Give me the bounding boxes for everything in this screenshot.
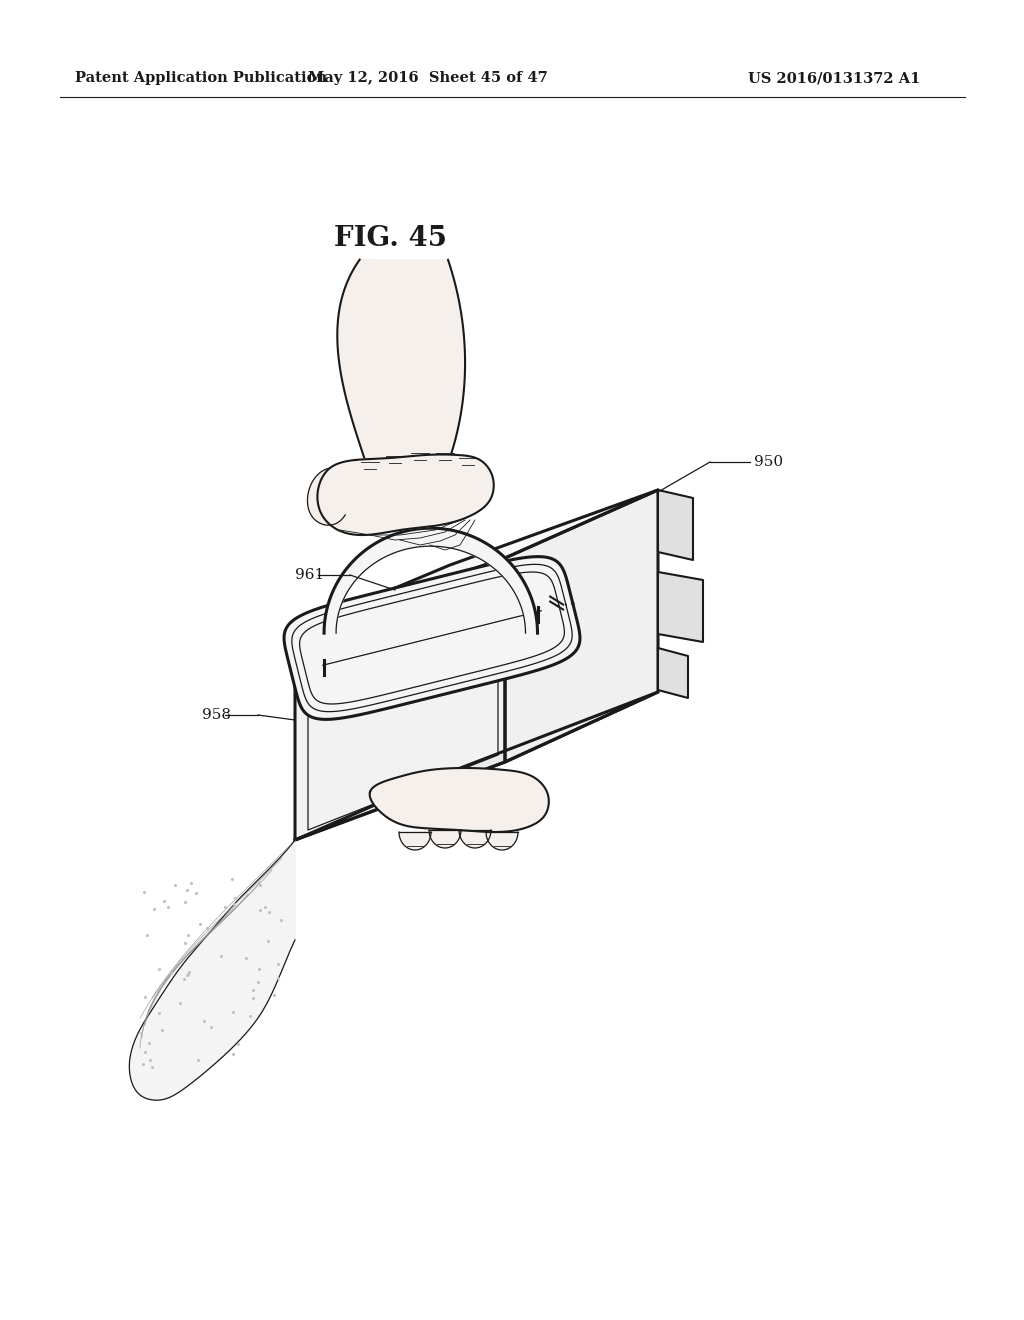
Polygon shape: [658, 572, 703, 642]
Polygon shape: [317, 454, 494, 535]
Polygon shape: [399, 832, 431, 850]
Polygon shape: [295, 558, 505, 840]
Polygon shape: [307, 469, 345, 525]
Polygon shape: [486, 832, 518, 850]
Text: May 12, 2016  Sheet 45 of 47: May 12, 2016 Sheet 45 of 47: [308, 71, 548, 84]
Text: US 2016/0131372 A1: US 2016/0131372 A1: [748, 71, 921, 84]
Text: 958: 958: [202, 708, 231, 722]
Polygon shape: [505, 490, 658, 762]
Polygon shape: [429, 830, 461, 847]
Polygon shape: [324, 528, 538, 634]
Polygon shape: [295, 490, 658, 630]
Text: 961: 961: [295, 568, 325, 582]
Polygon shape: [295, 692, 658, 840]
Text: FIG. 45: FIG. 45: [334, 224, 446, 252]
Polygon shape: [284, 557, 580, 719]
Polygon shape: [370, 768, 549, 832]
Polygon shape: [658, 648, 688, 698]
Text: 950: 950: [754, 455, 783, 469]
Text: Patent Application Publication: Patent Application Publication: [75, 71, 327, 84]
Polygon shape: [337, 260, 465, 459]
Polygon shape: [129, 840, 295, 1100]
Polygon shape: [658, 490, 693, 560]
Polygon shape: [459, 830, 490, 847]
